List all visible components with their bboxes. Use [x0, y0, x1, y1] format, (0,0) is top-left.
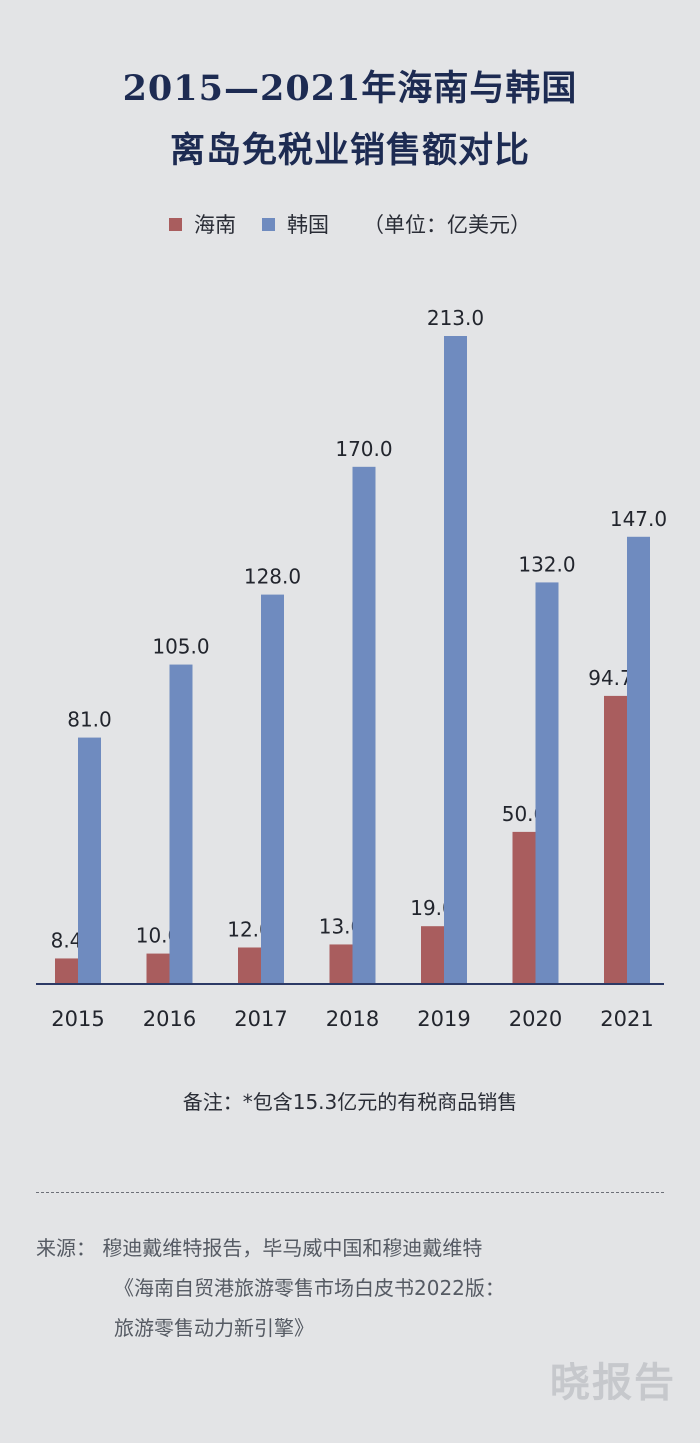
x-tick-2019: 2019	[417, 1007, 470, 1031]
bar-korea-2019	[444, 336, 467, 984]
data-label-korea-2016: 105.0	[152, 635, 209, 659]
bar-korea-2015	[78, 737, 101, 984]
legend: 海南 韩国 （单位：亿美元）	[0, 209, 700, 239]
bar-korea-2020	[535, 582, 559, 984]
data-label-korea-2019: 213.0	[427, 306, 484, 330]
bar-korea-2018	[352, 466, 376, 984]
title-line-1: 2015—2021年海南与韩国	[122, 68, 578, 109]
watermark-logo: 晓报告	[550, 1360, 676, 1406]
data-label-korea-2021: 147.0	[610, 507, 667, 531]
bar-hainan-2017	[238, 947, 261, 984]
legend-label-korea: 韩国	[287, 213, 329, 237]
legend-item-korea: 韩国	[262, 209, 329, 239]
data-label-korea-2017: 128.0	[244, 565, 301, 589]
bar-hainan-2020	[512, 831, 536, 984]
bar-korea-2021	[627, 536, 650, 984]
legend-swatch-korea	[262, 217, 275, 231]
x-tick-2016: 2016	[143, 1007, 196, 1031]
title-line-2: 离岛免税业销售额对比	[169, 130, 530, 171]
data-label-korea-2020: 132.0	[518, 552, 575, 576]
bar-hainan-2021	[604, 695, 627, 984]
bar-korea-2017	[261, 594, 284, 984]
bar-korea-2016	[169, 664, 193, 984]
x-tick-2020: 2020	[509, 1007, 562, 1031]
source-block: 来源： 穆迪戴维特报告，毕马威中国和穆迪戴维特 《海南自贸港旅游零售市场白皮书2…	[36, 1228, 676, 1348]
bar-hainan-2018	[329, 944, 353, 984]
bar-chart: 8.481.0201510.0105.0201612.0128.0201713.…	[36, 306, 667, 1031]
x-tick-2018: 2018	[326, 1007, 379, 1031]
data-label-korea-2018: 170.0	[335, 437, 392, 461]
legend-label-hainan: 海南	[194, 213, 236, 237]
bar-hainan-2019	[421, 926, 444, 984]
data-label-hainan-2015: 8.4	[51, 928, 83, 952]
x-tick-2017: 2017	[234, 1007, 287, 1031]
legend-item-hainan: 海南	[169, 209, 236, 239]
legend-swatch-hainan	[169, 217, 182, 231]
source-line-2: 《海南自贸港旅游零售市场白皮书2022版：	[114, 1276, 505, 1300]
divider	[36, 1192, 664, 1193]
bar-hainan-2015	[55, 958, 78, 984]
bar-hainan-2016	[146, 953, 170, 984]
source-line-3: 旅游零售动力新引擎》	[114, 1316, 314, 1340]
x-tick-2021: 2021	[600, 1007, 653, 1031]
legend-unit: （单位：亿美元）	[363, 213, 531, 237]
x-tick-2015: 2015	[51, 1007, 104, 1031]
source-line-1: 来源： 穆迪戴维特报告，毕马威中国和穆迪戴维特	[36, 1236, 483, 1260]
chart-title: 2015—2021年海南与韩国 离岛免税业销售额对比	[0, 58, 700, 182]
footnote: 备注：*包含15.3亿元的有税商品销售	[182, 1090, 518, 1114]
data-label-korea-2015: 81.0	[67, 708, 112, 732]
